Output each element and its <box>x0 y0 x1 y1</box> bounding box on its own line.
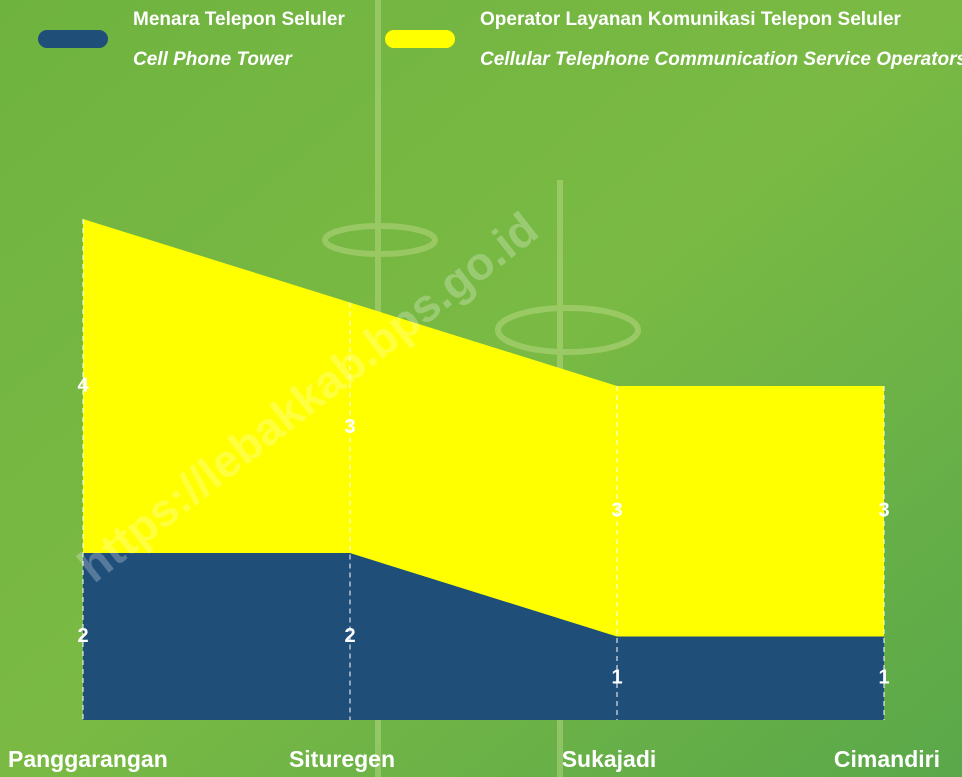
x-tick-label: Situregen <box>289 746 395 772</box>
legend-swatch <box>385 30 455 48</box>
legend-swatch <box>38 30 108 48</box>
legend-label: Menara Telepon Seluler <box>133 9 345 30</box>
legend-label-en: Cellular Telephone Communication Service… <box>480 49 962 70</box>
x-tick-label: Panggarangan <box>8 746 168 772</box>
data-label: 3 <box>611 500 622 522</box>
x-tick-label: Cimandiri <box>834 746 940 772</box>
legend-label: Operator Layanan Komunikasi Telepon Selu… <box>480 9 902 30</box>
area <box>83 219 884 637</box>
x-tick-label: Sukajadi <box>562 746 657 772</box>
legend-label-en: Cell Phone Tower <box>133 49 293 70</box>
data-label: 3 <box>344 416 355 438</box>
area <box>83 553 884 720</box>
data-label: 3 <box>878 500 889 522</box>
